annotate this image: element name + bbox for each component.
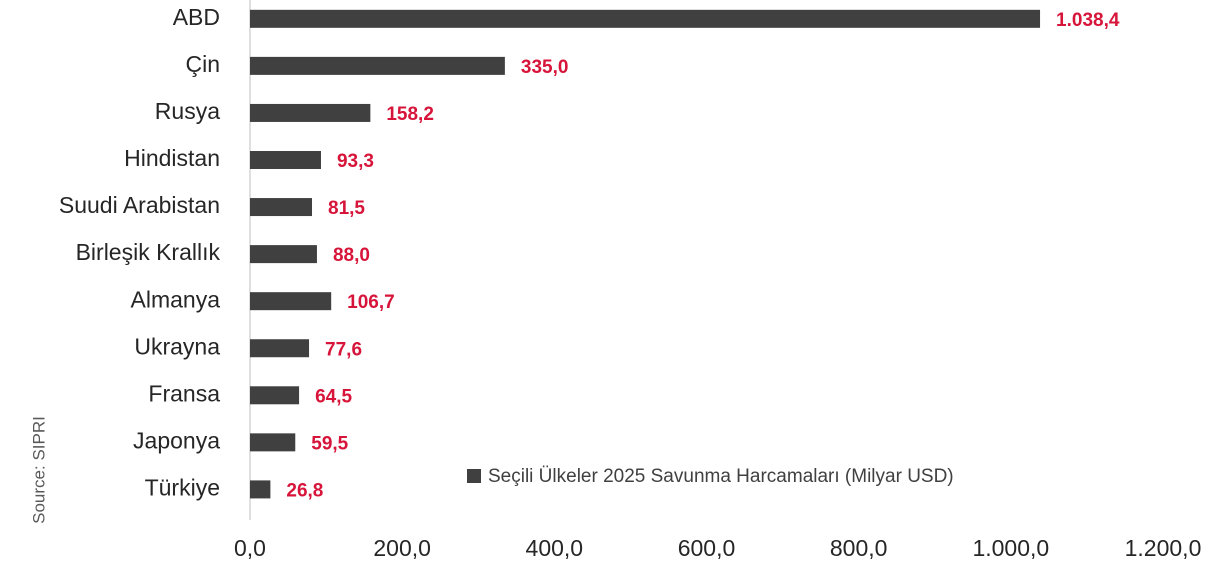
value-label: 335,0 [521, 57, 569, 78]
x-tick-label: 600,0 [678, 535, 736, 561]
y-tick-label: Suudi Arabistan [59, 192, 220, 218]
x-tick-label: 1.200,0 [1125, 535, 1202, 561]
x-tick-label: 1.000,0 [972, 535, 1049, 561]
bar [250, 151, 321, 169]
y-tick-label: Türkiye [145, 474, 220, 500]
value-label: 93,3 [337, 151, 374, 172]
y-tick-label: Japonya [133, 427, 220, 453]
value-label: 81,5 [328, 198, 365, 219]
bar [250, 56, 505, 75]
y-tick-label: Birleşik Krallık [76, 239, 221, 265]
x-tick-label: 0,0 [234, 535, 266, 561]
value-label: 59,5 [311, 433, 348, 454]
bar [250, 433, 296, 452]
value-label: 158,2 [386, 104, 434, 125]
y-tick-label: Hindistan [124, 145, 220, 171]
y-tick-label: Çin [185, 51, 220, 77]
source: Source: SIPRI [29, 416, 48, 524]
x-tick-label: 800,0 [830, 535, 888, 561]
y-tick-label: ABD [173, 4, 220, 30]
bar [250, 198, 313, 217]
bar [250, 386, 300, 405]
value-label: 1.038,4 [1056, 10, 1120, 31]
value-label: 26,8 [286, 480, 323, 501]
value-label: 88,0 [333, 245, 370, 266]
x-tick-label: 200,0 [373, 535, 431, 561]
legend-swatch [467, 469, 481, 483]
y-tick-label: Rusya [155, 98, 220, 124]
bar [250, 339, 310, 358]
value-label: 77,6 [325, 339, 362, 360]
y-tick-label: Fransa [148, 380, 220, 406]
y-tick-label: Ukrayna [134, 333, 220, 359]
bar [250, 480, 271, 499]
legend-label: Seçili Ülkeler 2025 Savunma Harcamaları … [488, 466, 954, 487]
bar [250, 103, 371, 122]
x-tick-label: 400,0 [526, 535, 584, 561]
value-label: 64,5 [315, 386, 352, 407]
bar [250, 292, 332, 311]
bar [250, 245, 317, 264]
y-tick-label: Almanya [131, 286, 221, 312]
value-label: 106,7 [347, 292, 395, 313]
bar [250, 9, 1041, 28]
